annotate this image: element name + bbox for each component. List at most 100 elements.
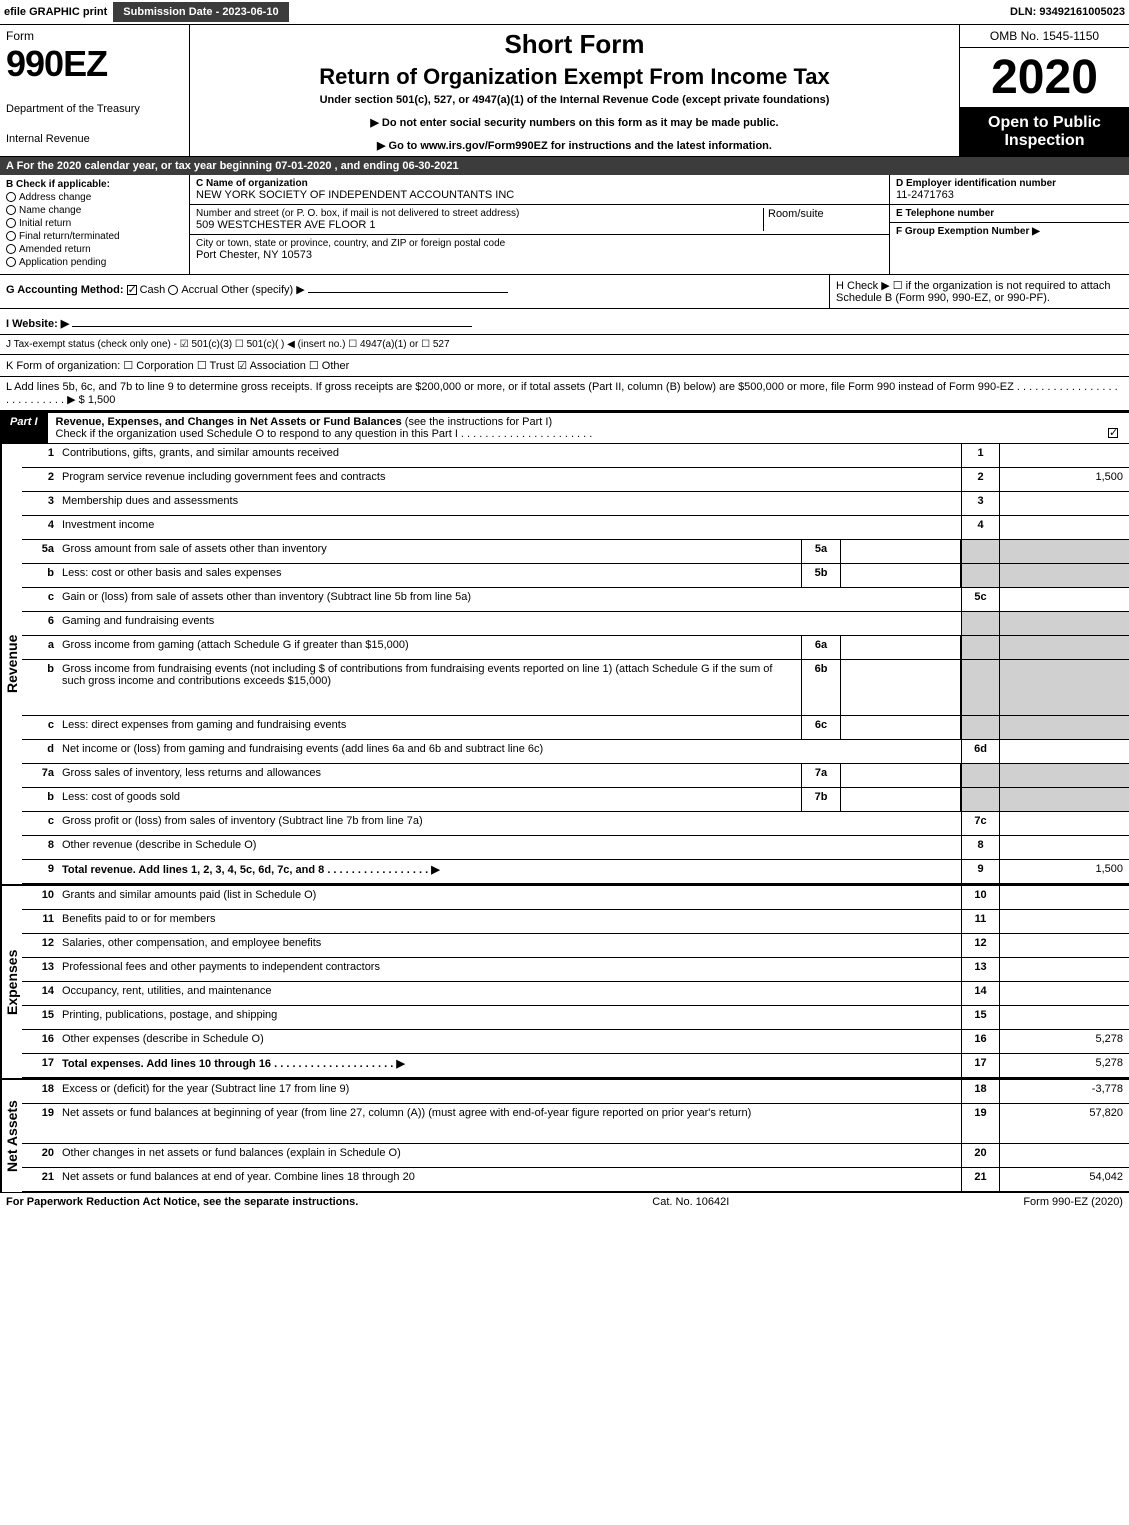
n7a: 7a	[22, 764, 58, 787]
expenses-grid: Expenses 10Grants and similar amounts pa…	[0, 884, 1129, 1078]
d6d: Net income or (loss) from gaming and fun…	[58, 740, 961, 763]
n15: 15	[22, 1006, 58, 1029]
rv6a	[999, 636, 1129, 659]
ein-label: D Employer identification number	[896, 178, 1123, 189]
rv6b	[999, 660, 1129, 715]
d6a: Gross income from gaming (attach Schedul…	[58, 636, 801, 659]
d8: Other revenue (describe in Schedule O)	[58, 836, 961, 859]
rn7a	[961, 764, 999, 787]
sb7a: 7a	[801, 764, 841, 787]
rv21: 54,042	[999, 1168, 1129, 1191]
link-text[interactable]: ▶ Go to www.irs.gov/Form990EZ for instru…	[377, 140, 772, 152]
n2: 2	[22, 468, 58, 491]
d2: Program service revenue including govern…	[58, 468, 961, 491]
n14: 14	[22, 982, 58, 1005]
cb-pending[interactable]	[6, 257, 16, 267]
city-value: Port Chester, NY 10573	[196, 249, 883, 261]
d5c: Gain or (loss) from sale of assets other…	[58, 588, 961, 611]
col-b: B Check if applicable: Address change Na…	[0, 175, 190, 274]
footer: For Paperwork Reduction Act Notice, see …	[0, 1192, 1129, 1211]
rn5c: 5c	[961, 588, 999, 611]
cb-name[interactable]	[6, 205, 16, 215]
n7b: b	[22, 788, 58, 811]
cb-amended[interactable]	[6, 244, 16, 254]
sb6a: 6a	[801, 636, 841, 659]
omb-number: OMB No. 1545-1150	[960, 25, 1129, 48]
other-label: Other (specify) ▶	[221, 284, 305, 296]
rn12: 12	[961, 934, 999, 957]
side-net: Net Assets	[0, 1080, 22, 1192]
sv6c	[841, 716, 961, 739]
d10: Grants and similar amounts paid (list in…	[58, 886, 961, 909]
part1-title: Revenue, Expenses, and Changes in Net As…	[56, 416, 402, 428]
sv6a	[841, 636, 961, 659]
l-line: L Add lines 5b, 6c, and 7b to line 9 to …	[0, 377, 1129, 411]
d4: Investment income	[58, 516, 961, 539]
cb-cash[interactable]	[127, 285, 137, 295]
rn15: 15	[961, 1006, 999, 1029]
short-form-title: Short Form	[200, 29, 949, 60]
rv12	[999, 934, 1129, 957]
cb-initial[interactable]	[6, 218, 16, 228]
rn6a	[961, 636, 999, 659]
part1-checkbox[interactable]	[1108, 428, 1118, 438]
part1-check: Check if the organization used Schedule …	[56, 428, 593, 440]
d7c: Gross profit or (loss) from sales of inv…	[58, 812, 961, 835]
rv20	[999, 1144, 1129, 1167]
other-input[interactable]	[308, 279, 508, 293]
accrual-label: Accrual	[181, 284, 218, 296]
footer-left: For Paperwork Reduction Act Notice, see …	[6, 1196, 358, 1208]
open-inspection: Open to Public Inspection	[960, 108, 1129, 156]
cb-amended-label: Amended return	[19, 244, 91, 255]
n6b: b	[22, 660, 58, 715]
rn6b	[961, 660, 999, 715]
rv6d	[999, 740, 1129, 763]
part1-bar: Part I Revenue, Expenses, and Changes in…	[0, 411, 1129, 444]
subtitle: Under section 501(c), 527, or 4947(a)(1)…	[200, 94, 949, 106]
bar-a: A For the 2020 calendar year, or tax yea…	[0, 157, 1129, 175]
rn4: 4	[961, 516, 999, 539]
rv6	[999, 612, 1129, 635]
cb-accrual[interactable]	[168, 285, 178, 295]
rv14	[999, 982, 1129, 1005]
rn2: 2	[961, 468, 999, 491]
cb-final-label: Final return/terminated	[19, 231, 120, 242]
addr-label: Number and street (or P. O. box, if mail…	[196, 208, 759, 219]
dept-irs: Internal Revenue	[6, 133, 183, 145]
col-c: C Name of organization NEW YORK SOCIETY …	[190, 175, 889, 274]
n5b: b	[22, 564, 58, 587]
col-d: D Employer identification number 11-2471…	[889, 175, 1129, 274]
rn16: 16	[961, 1030, 999, 1053]
n11: 11	[22, 910, 58, 933]
dln-label: DLN: 93492161005023	[1010, 6, 1125, 18]
cb-address[interactable]	[6, 192, 16, 202]
d7a: Gross sales of inventory, less returns a…	[58, 764, 801, 787]
rv6c	[999, 716, 1129, 739]
rv18: -3,778	[999, 1080, 1129, 1103]
rv5a	[999, 540, 1129, 563]
rn6c	[961, 716, 999, 739]
sb5a: 5a	[801, 540, 841, 563]
website-input[interactable]	[72, 313, 472, 327]
d6b: Gross income from fundraising events (no…	[58, 660, 801, 715]
rn7c: 7c	[961, 812, 999, 835]
n4: 4	[22, 516, 58, 539]
cb-final[interactable]	[6, 231, 16, 241]
rn10: 10	[961, 886, 999, 909]
n1: 1	[22, 444, 58, 467]
rv10	[999, 886, 1129, 909]
n7c: c	[22, 812, 58, 835]
cb-name-label: Name change	[19, 205, 81, 216]
rn19: 19	[961, 1104, 999, 1143]
n21: 21	[22, 1168, 58, 1191]
sv7a	[841, 764, 961, 787]
section-bcd: B Check if applicable: Address change Na…	[0, 175, 1129, 275]
rv7c	[999, 812, 1129, 835]
website-label: I Website: ▶	[6, 318, 69, 330]
i-line: I Website: ▶	[0, 309, 1129, 335]
sb6c: 6c	[801, 716, 841, 739]
j-line: J Tax-exempt status (check only one) - ☑…	[0, 335, 1129, 355]
rn3: 3	[961, 492, 999, 515]
part1-tag: Part I	[0, 413, 48, 443]
rv5c	[999, 588, 1129, 611]
